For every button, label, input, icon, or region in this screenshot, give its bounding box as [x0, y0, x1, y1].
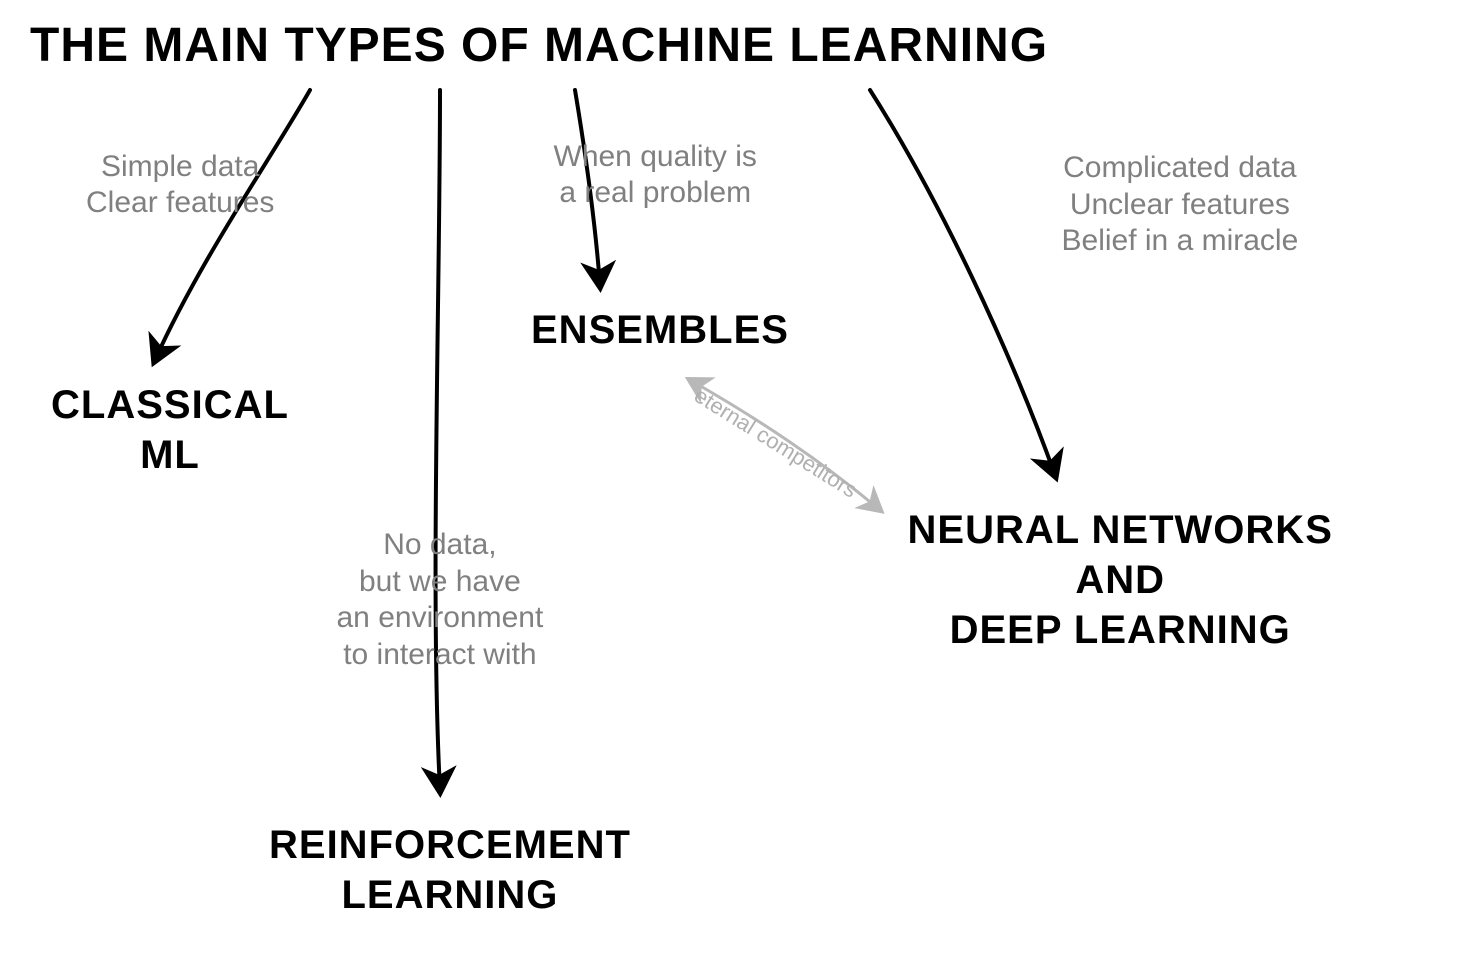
node-neural-networks: NEURAL NETWORKSANDDEEP LEARNING	[908, 505, 1333, 655]
node-classical-ml: CLASSICALML	[51, 380, 289, 480]
annotation-reinforcement: No data, but we have an environment to i…	[337, 527, 544, 673]
node-reinforcement-learning: REINFORCEMENTLEARNING	[269, 820, 631, 920]
arrow-to-neural	[870, 90, 1055, 475]
annotation-ensembles: When quality is a real problem	[554, 139, 757, 212]
arrow-to-classical	[155, 90, 310, 360]
annotation-neural: Complicated data Unclear features Belief…	[1062, 150, 1299, 260]
diagram-stage: THE MAIN TYPES OF MACHINE LEARNING CLASS…	[0, 0, 1465, 954]
annotation-competitors: eternal competitors	[689, 382, 861, 503]
node-ensembles: ENSEMBLES	[531, 305, 789, 355]
annotation-classical: Simple data Clear features	[86, 149, 274, 222]
arrow-to-reinforcement	[436, 90, 440, 790]
diagram-title: THE MAIN TYPES OF MACHINE LEARNING	[30, 18, 1048, 73]
